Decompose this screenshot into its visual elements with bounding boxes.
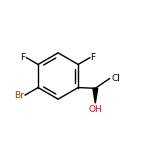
Text: F: F: [90, 53, 96, 62]
Polygon shape: [93, 88, 98, 103]
Text: OH: OH: [89, 105, 102, 114]
Text: F: F: [21, 53, 26, 62]
Text: Br: Br: [15, 91, 24, 100]
Text: Cl: Cl: [112, 74, 121, 83]
